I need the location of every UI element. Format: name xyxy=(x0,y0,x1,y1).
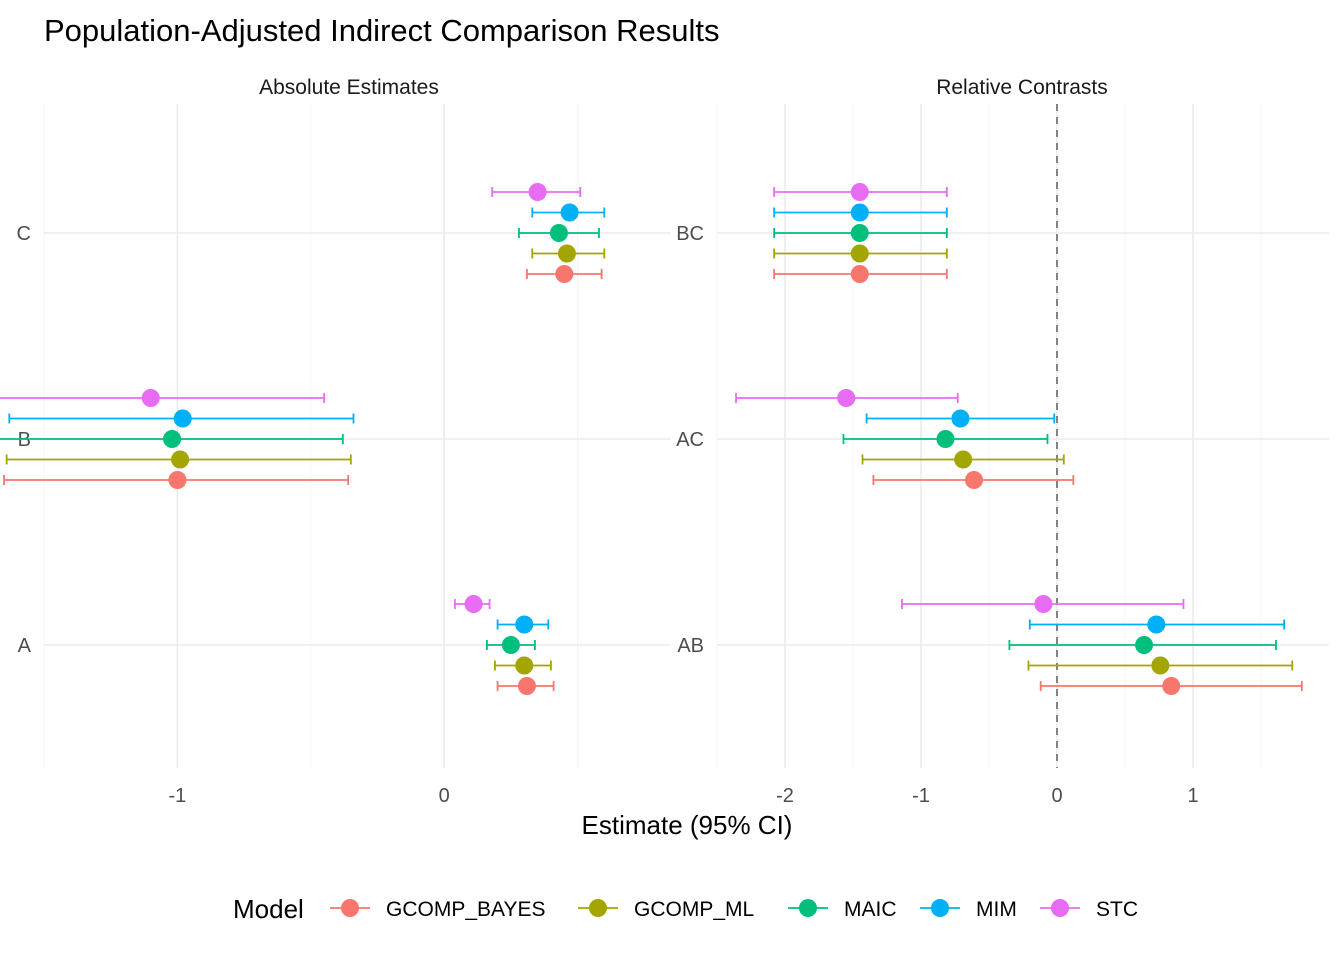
point-estimate xyxy=(557,244,576,263)
estimate-B-STC xyxy=(0,389,326,407)
estimate-A-GCOMP_BAYES xyxy=(496,677,555,695)
legend-label: STC xyxy=(1096,898,1138,921)
estimate-A-GCOMP_ML xyxy=(494,656,552,675)
point-estimate xyxy=(515,615,534,634)
x-axis-title: Estimate (95% CI) xyxy=(582,810,793,840)
legend-key-point xyxy=(341,899,359,917)
estimate-AC-STC xyxy=(735,389,959,407)
legend-title: Model xyxy=(233,894,304,924)
y-tick-label: AC xyxy=(676,429,704,451)
legend-label: MAIC xyxy=(844,898,897,921)
estimate-AB-MAIC xyxy=(1008,636,1277,654)
estimate-A-STC xyxy=(453,595,491,613)
point-estimate xyxy=(850,244,869,263)
x-tick-label: 1 xyxy=(1187,785,1198,807)
point-estimate xyxy=(1151,656,1170,675)
point-estimate xyxy=(501,636,520,654)
point-estimate xyxy=(837,389,856,407)
point-estimate xyxy=(173,409,192,428)
point-estimate xyxy=(850,265,869,283)
estimate-C-GCOMP_BAYES xyxy=(526,265,603,283)
x-tick-label: -2 xyxy=(776,785,794,807)
legend-label: MIM xyxy=(976,898,1017,921)
estimate-B-MIM xyxy=(8,409,355,428)
estimate-AB-GCOMP_ML xyxy=(1027,656,1294,675)
estimate-C-MIM xyxy=(531,203,606,222)
point-estimate xyxy=(171,450,190,469)
estimate-AB-GCOMP_BAYES xyxy=(1039,677,1303,695)
point-estimate xyxy=(517,677,536,695)
point-estimate xyxy=(850,183,869,201)
point-estimate xyxy=(1135,636,1154,654)
y-tick-label: C xyxy=(17,223,31,245)
estimate-AB-MIM xyxy=(1028,615,1286,634)
estimate-BC-GCOMP_ML xyxy=(773,244,948,263)
estimate-AC-GCOMP_ML xyxy=(861,450,1065,469)
point-estimate xyxy=(954,450,973,469)
point-estimate xyxy=(965,471,984,489)
estimate-B-GCOMP_ML xyxy=(5,450,352,469)
legend-key-point xyxy=(589,899,607,917)
point-estimate xyxy=(560,203,579,222)
x-tick-label: 0 xyxy=(439,785,450,807)
estimate-C-MAIC xyxy=(518,224,600,242)
point-estimate xyxy=(464,595,483,613)
point-estimate xyxy=(1147,615,1166,634)
estimate-BC-MIM xyxy=(773,203,948,222)
estimate-AC-MAIC xyxy=(842,430,1049,448)
point-estimate xyxy=(528,183,547,201)
legend-key-point xyxy=(931,899,949,917)
point-estimate xyxy=(1034,595,1053,613)
legend-item-gcomp_ml: GCOMP_ML xyxy=(578,898,754,921)
legend-item-maic: MAIC xyxy=(788,898,897,921)
legend-item-gcomp_bayes: GCOMP_BAYES xyxy=(330,898,546,921)
x-tick-label: 0 xyxy=(1051,785,1062,807)
estimate-C-STC xyxy=(491,183,582,201)
point-estimate xyxy=(549,224,568,242)
estimate-A-MAIC xyxy=(486,636,536,654)
estimate-BC-STC xyxy=(773,183,948,201)
panel-1: -1 0 A B C Absolute Estimates xyxy=(0,76,671,807)
facet-strip-label: Absolute Estimates xyxy=(259,76,439,99)
estimate-A-MIM xyxy=(496,615,550,634)
legend-key-point xyxy=(799,899,817,917)
x-tick-label: -1 xyxy=(912,785,930,807)
legend: Model GCOMP_BAYES GCOMP_ML MAIC MIM STC xyxy=(233,894,1138,924)
legend-label: GCOMP_BAYES xyxy=(386,898,546,921)
estimate-C-GCOMP_ML xyxy=(531,244,606,263)
estimate-AC-MIM xyxy=(865,409,1056,428)
x-tick-label: -1 xyxy=(169,785,187,807)
point-estimate xyxy=(951,409,970,428)
point-estimate xyxy=(1162,677,1181,695)
legend-key-point xyxy=(1051,899,1069,917)
y-tick-label: B xyxy=(18,429,31,451)
y-tick-label: BC xyxy=(676,223,704,245)
point-estimate xyxy=(168,471,187,489)
legend-item-mim: MIM xyxy=(920,898,1017,921)
legend-item-stc: STC xyxy=(1040,898,1138,921)
estimate-AC-GCOMP_BAYES xyxy=(872,471,1075,489)
estimate-B-MAIC xyxy=(0,430,344,448)
panel-2: -2 -1 0 1 AB AC BC Relative Contrasts xyxy=(676,76,1329,807)
point-estimate xyxy=(141,389,160,407)
point-estimate xyxy=(936,430,955,448)
facet-strip-label: Relative Contrasts xyxy=(936,76,1108,99)
point-estimate xyxy=(555,265,574,283)
estimate-AB-STC xyxy=(901,595,1185,613)
point-estimate xyxy=(515,656,534,675)
point-estimate xyxy=(850,224,869,242)
y-tick-label: A xyxy=(18,635,32,657)
legend-label: GCOMP_ML xyxy=(634,898,754,921)
point-estimate xyxy=(163,430,182,448)
estimate-BC-GCOMP_BAYES xyxy=(773,265,948,283)
estimate-B-GCOMP_BAYES xyxy=(3,471,350,489)
y-tick-label: AB xyxy=(677,635,704,657)
estimate-BC-MAIC xyxy=(773,224,948,242)
chart-title: Population-Adjusted Indirect Comparison … xyxy=(44,13,719,48)
point-estimate xyxy=(850,203,869,222)
